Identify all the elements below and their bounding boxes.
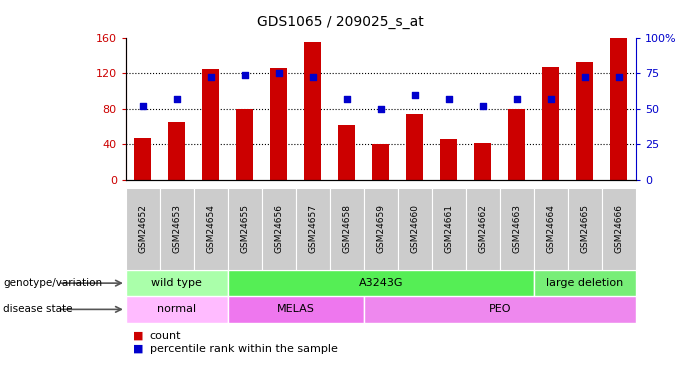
Bar [576, 62, 593, 180]
Bar [373, 144, 389, 180]
Text: GSM24659: GSM24659 [376, 204, 386, 253]
Text: GSM24658: GSM24658 [342, 204, 352, 253]
Text: GDS1065 / 209025_s_at: GDS1065 / 209025_s_at [256, 15, 424, 29]
Bar [602, 188, 636, 270]
Bar [364, 296, 636, 322]
Text: GSM24657: GSM24657 [308, 204, 318, 253]
Bar [407, 114, 423, 180]
Bar [169, 122, 185, 180]
Bar [126, 270, 228, 296]
Text: GSM24663: GSM24663 [512, 204, 522, 253]
Point [341, 96, 352, 102]
Text: percentile rank within the sample: percentile rank within the sample [150, 344, 337, 354]
Text: GSM24660: GSM24660 [410, 204, 420, 253]
Point [545, 96, 556, 102]
Bar [466, 188, 500, 270]
Text: count: count [150, 331, 181, 340]
Text: GSM24653: GSM24653 [172, 204, 182, 253]
Bar [262, 188, 296, 270]
Bar [126, 188, 160, 270]
Text: GSM24666: GSM24666 [614, 204, 624, 253]
Point [477, 103, 488, 109]
Point [307, 74, 318, 80]
Bar [237, 109, 253, 180]
Point [239, 72, 250, 78]
Bar [534, 270, 636, 296]
Text: GSM24655: GSM24655 [240, 204, 250, 253]
Point [613, 74, 624, 80]
Point [273, 70, 284, 76]
Bar [509, 109, 525, 180]
Bar [611, 38, 627, 180]
Text: normal: normal [157, 304, 197, 314]
Text: large deletion: large deletion [546, 278, 624, 288]
Bar [330, 188, 364, 270]
Bar [568, 188, 602, 270]
Text: wild type: wild type [152, 278, 202, 288]
Point [375, 106, 386, 112]
Point [443, 96, 454, 102]
Bar [432, 188, 466, 270]
Text: A3243G: A3243G [358, 278, 403, 288]
Text: GSM24656: GSM24656 [274, 204, 284, 253]
Point [171, 96, 182, 102]
Bar [542, 67, 559, 180]
Text: GSM24661: GSM24661 [444, 204, 454, 253]
Bar [228, 296, 364, 322]
Bar [475, 142, 491, 180]
Text: GSM24662: GSM24662 [478, 204, 488, 253]
Text: ■: ■ [133, 344, 143, 354]
Bar [228, 188, 262, 270]
Text: GSM24664: GSM24664 [546, 204, 556, 253]
Bar [398, 188, 432, 270]
Bar [305, 42, 322, 180]
Point [511, 96, 522, 102]
Text: ■: ■ [133, 331, 143, 340]
Bar [160, 188, 194, 270]
Bar [441, 139, 457, 180]
Text: GSM24665: GSM24665 [580, 204, 590, 253]
Text: GSM24654: GSM24654 [206, 204, 216, 253]
Bar [534, 188, 568, 270]
Text: MELAS: MELAS [277, 304, 315, 314]
Bar [271, 68, 287, 180]
Bar [364, 188, 398, 270]
Text: GSM24652: GSM24652 [138, 204, 148, 253]
Point [205, 74, 216, 80]
Bar [228, 270, 534, 296]
Bar [135, 138, 151, 180]
Text: PEO: PEO [488, 304, 511, 314]
Point [579, 74, 590, 80]
Point [409, 92, 420, 98]
Point [137, 103, 148, 109]
Bar [194, 188, 228, 270]
Bar [126, 296, 228, 322]
Text: disease state: disease state [3, 304, 73, 314]
Bar [339, 125, 355, 180]
Bar [296, 188, 330, 270]
Bar [203, 69, 219, 180]
Text: genotype/variation: genotype/variation [3, 278, 103, 288]
Bar [500, 188, 534, 270]
